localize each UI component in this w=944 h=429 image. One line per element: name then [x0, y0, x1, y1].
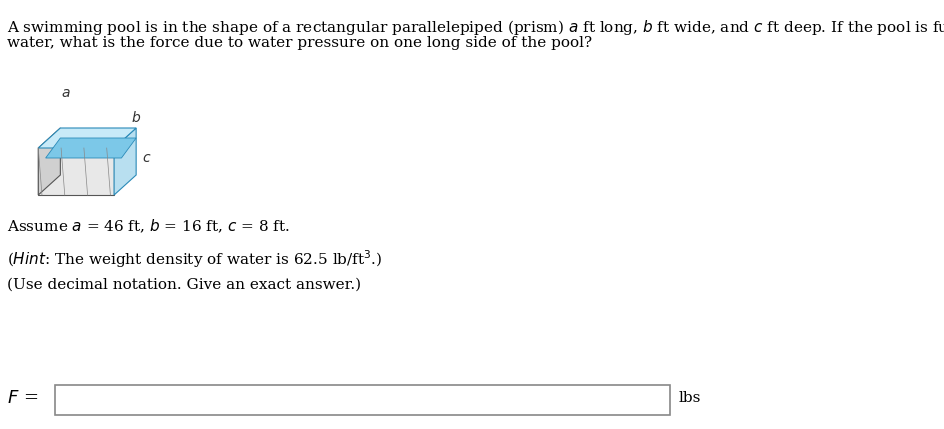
Text: water, what is the force due to water pressure on one long side of the pool?: water, what is the force due to water pr… — [8, 36, 593, 50]
Polygon shape — [45, 138, 136, 158]
Text: A swimming pool is in the shape of a rectangular parallelepiped (prism) $a$ ft l: A swimming pool is in the shape of a rec… — [8, 18, 944, 37]
Text: $F$ =: $F$ = — [8, 389, 39, 407]
Text: ($Hint$: The weight density of water is 62.5 lb/ft$^3$.): ($Hint$: The weight density of water is … — [8, 248, 383, 270]
Text: $a$: $a$ — [61, 86, 71, 100]
Text: $b$: $b$ — [131, 111, 142, 126]
Polygon shape — [114, 128, 136, 195]
Text: Assume $a$ = 46 ft, $b$ = 16 ft, $c$ = 8 ft.: Assume $a$ = 46 ft, $b$ = 16 ft, $c$ = 8… — [8, 218, 290, 236]
Text: lbs: lbs — [679, 391, 701, 405]
Text: $c$: $c$ — [143, 151, 152, 165]
Polygon shape — [39, 128, 136, 148]
Polygon shape — [39, 128, 60, 195]
FancyBboxPatch shape — [55, 385, 669, 415]
Polygon shape — [39, 148, 114, 195]
Text: (Use decimal notation. Give an exact answer.): (Use decimal notation. Give an exact ans… — [8, 278, 362, 292]
